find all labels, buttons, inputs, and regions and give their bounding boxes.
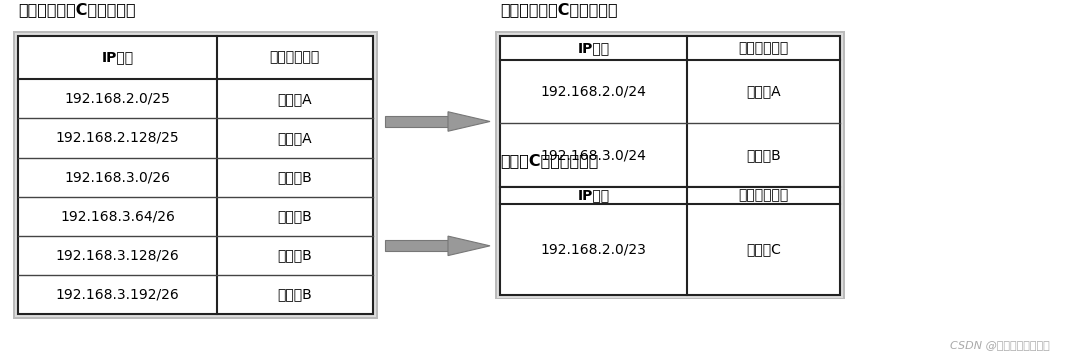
Text: IP地址: IP地址 [102, 51, 134, 65]
Text: 192.168.2.0/24: 192.168.2.0/24 [541, 84, 647, 98]
Text: 192.168.2.0/25: 192.168.2.0/25 [64, 92, 170, 106]
Text: 192.168.3.0/26: 192.168.3.0/26 [64, 170, 170, 184]
Text: 下一个路由器: 下一个路由器 [269, 51, 320, 65]
Text: 路由器B: 路由器B [278, 287, 312, 301]
Text: 192.168.3.192/26: 192.168.3.192/26 [56, 287, 180, 301]
Text: 路由器C: 路由器C [746, 242, 781, 256]
Text: 聚合后路由器C的路由表。: 聚合后路由器C的路由表。 [500, 2, 618, 16]
Polygon shape [385, 116, 448, 127]
Text: 192.168.2.128/25: 192.168.2.128/25 [56, 131, 180, 145]
Text: 路由器A: 路由器A [278, 92, 312, 106]
Bar [15, 33, 376, 317]
Bar [18, 36, 373, 314]
Text: 聚合前路由器C的路由表。: 聚合前路由器C的路由表。 [18, 2, 136, 16]
Text: 路由器B: 路由器B [278, 170, 312, 184]
Text: 下一个路由器: 下一个路由器 [739, 189, 789, 203]
Bar [497, 33, 843, 190]
Bar [495, 183, 845, 300]
Polygon shape [448, 236, 490, 256]
Text: 192.168.3.0/24: 192.168.3.0/24 [541, 148, 647, 163]
Bar [497, 184, 843, 297]
Text: 路由器A: 路由器A [746, 84, 780, 98]
Text: IP地址: IP地址 [577, 41, 609, 55]
Bar [500, 187, 840, 295]
Text: 下一个路由器: 下一个路由器 [739, 41, 789, 55]
Text: 路由器B: 路由器B [278, 248, 312, 262]
Text: 路由器A: 路由器A [278, 131, 312, 145]
Bar [495, 31, 845, 192]
Text: 192.168.3.64/26: 192.168.3.64/26 [60, 209, 175, 223]
Text: 192.168.2.0/23: 192.168.2.0/23 [541, 242, 647, 256]
Text: 路由器B: 路由器B [746, 148, 780, 163]
Text: 路由器B: 路由器B [278, 209, 312, 223]
Bar [13, 31, 378, 319]
Bar [500, 36, 840, 187]
Text: IP地址: IP地址 [577, 189, 609, 203]
Text: 192.168.3.128/26: 192.168.3.128/26 [56, 248, 180, 262]
Text: CSDN @东洛的克莱斯韦克: CSDN @东洛的克莱斯韦克 [950, 340, 1050, 350]
Text: 路由器C公告的路由表: 路由器C公告的路由表 [500, 153, 599, 168]
Polygon shape [448, 112, 490, 131]
Polygon shape [385, 240, 448, 251]
